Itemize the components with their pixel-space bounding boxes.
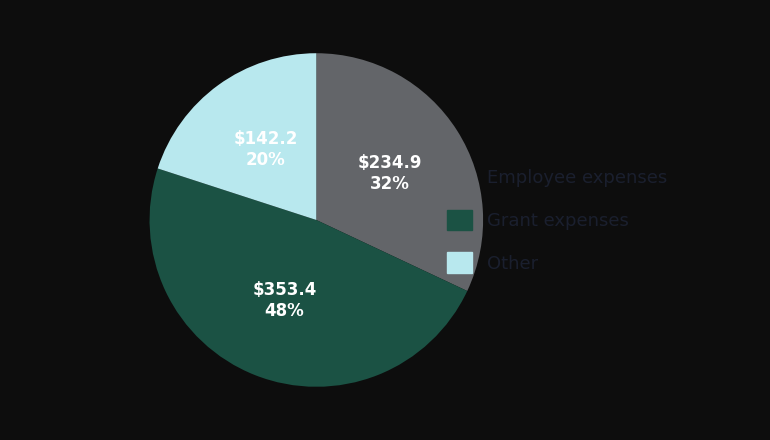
Text: $234.9
32%: $234.9 32% — [357, 154, 422, 193]
Legend: Employee expenses, Grant expenses, Other: Employee expenses, Grant expenses, Other — [438, 158, 676, 282]
Wedge shape — [316, 53, 483, 291]
Text: $142.2
20%: $142.2 20% — [233, 130, 297, 169]
Wedge shape — [149, 169, 467, 387]
Wedge shape — [158, 53, 316, 220]
Text: $353.4
48%: $353.4 48% — [253, 281, 316, 320]
